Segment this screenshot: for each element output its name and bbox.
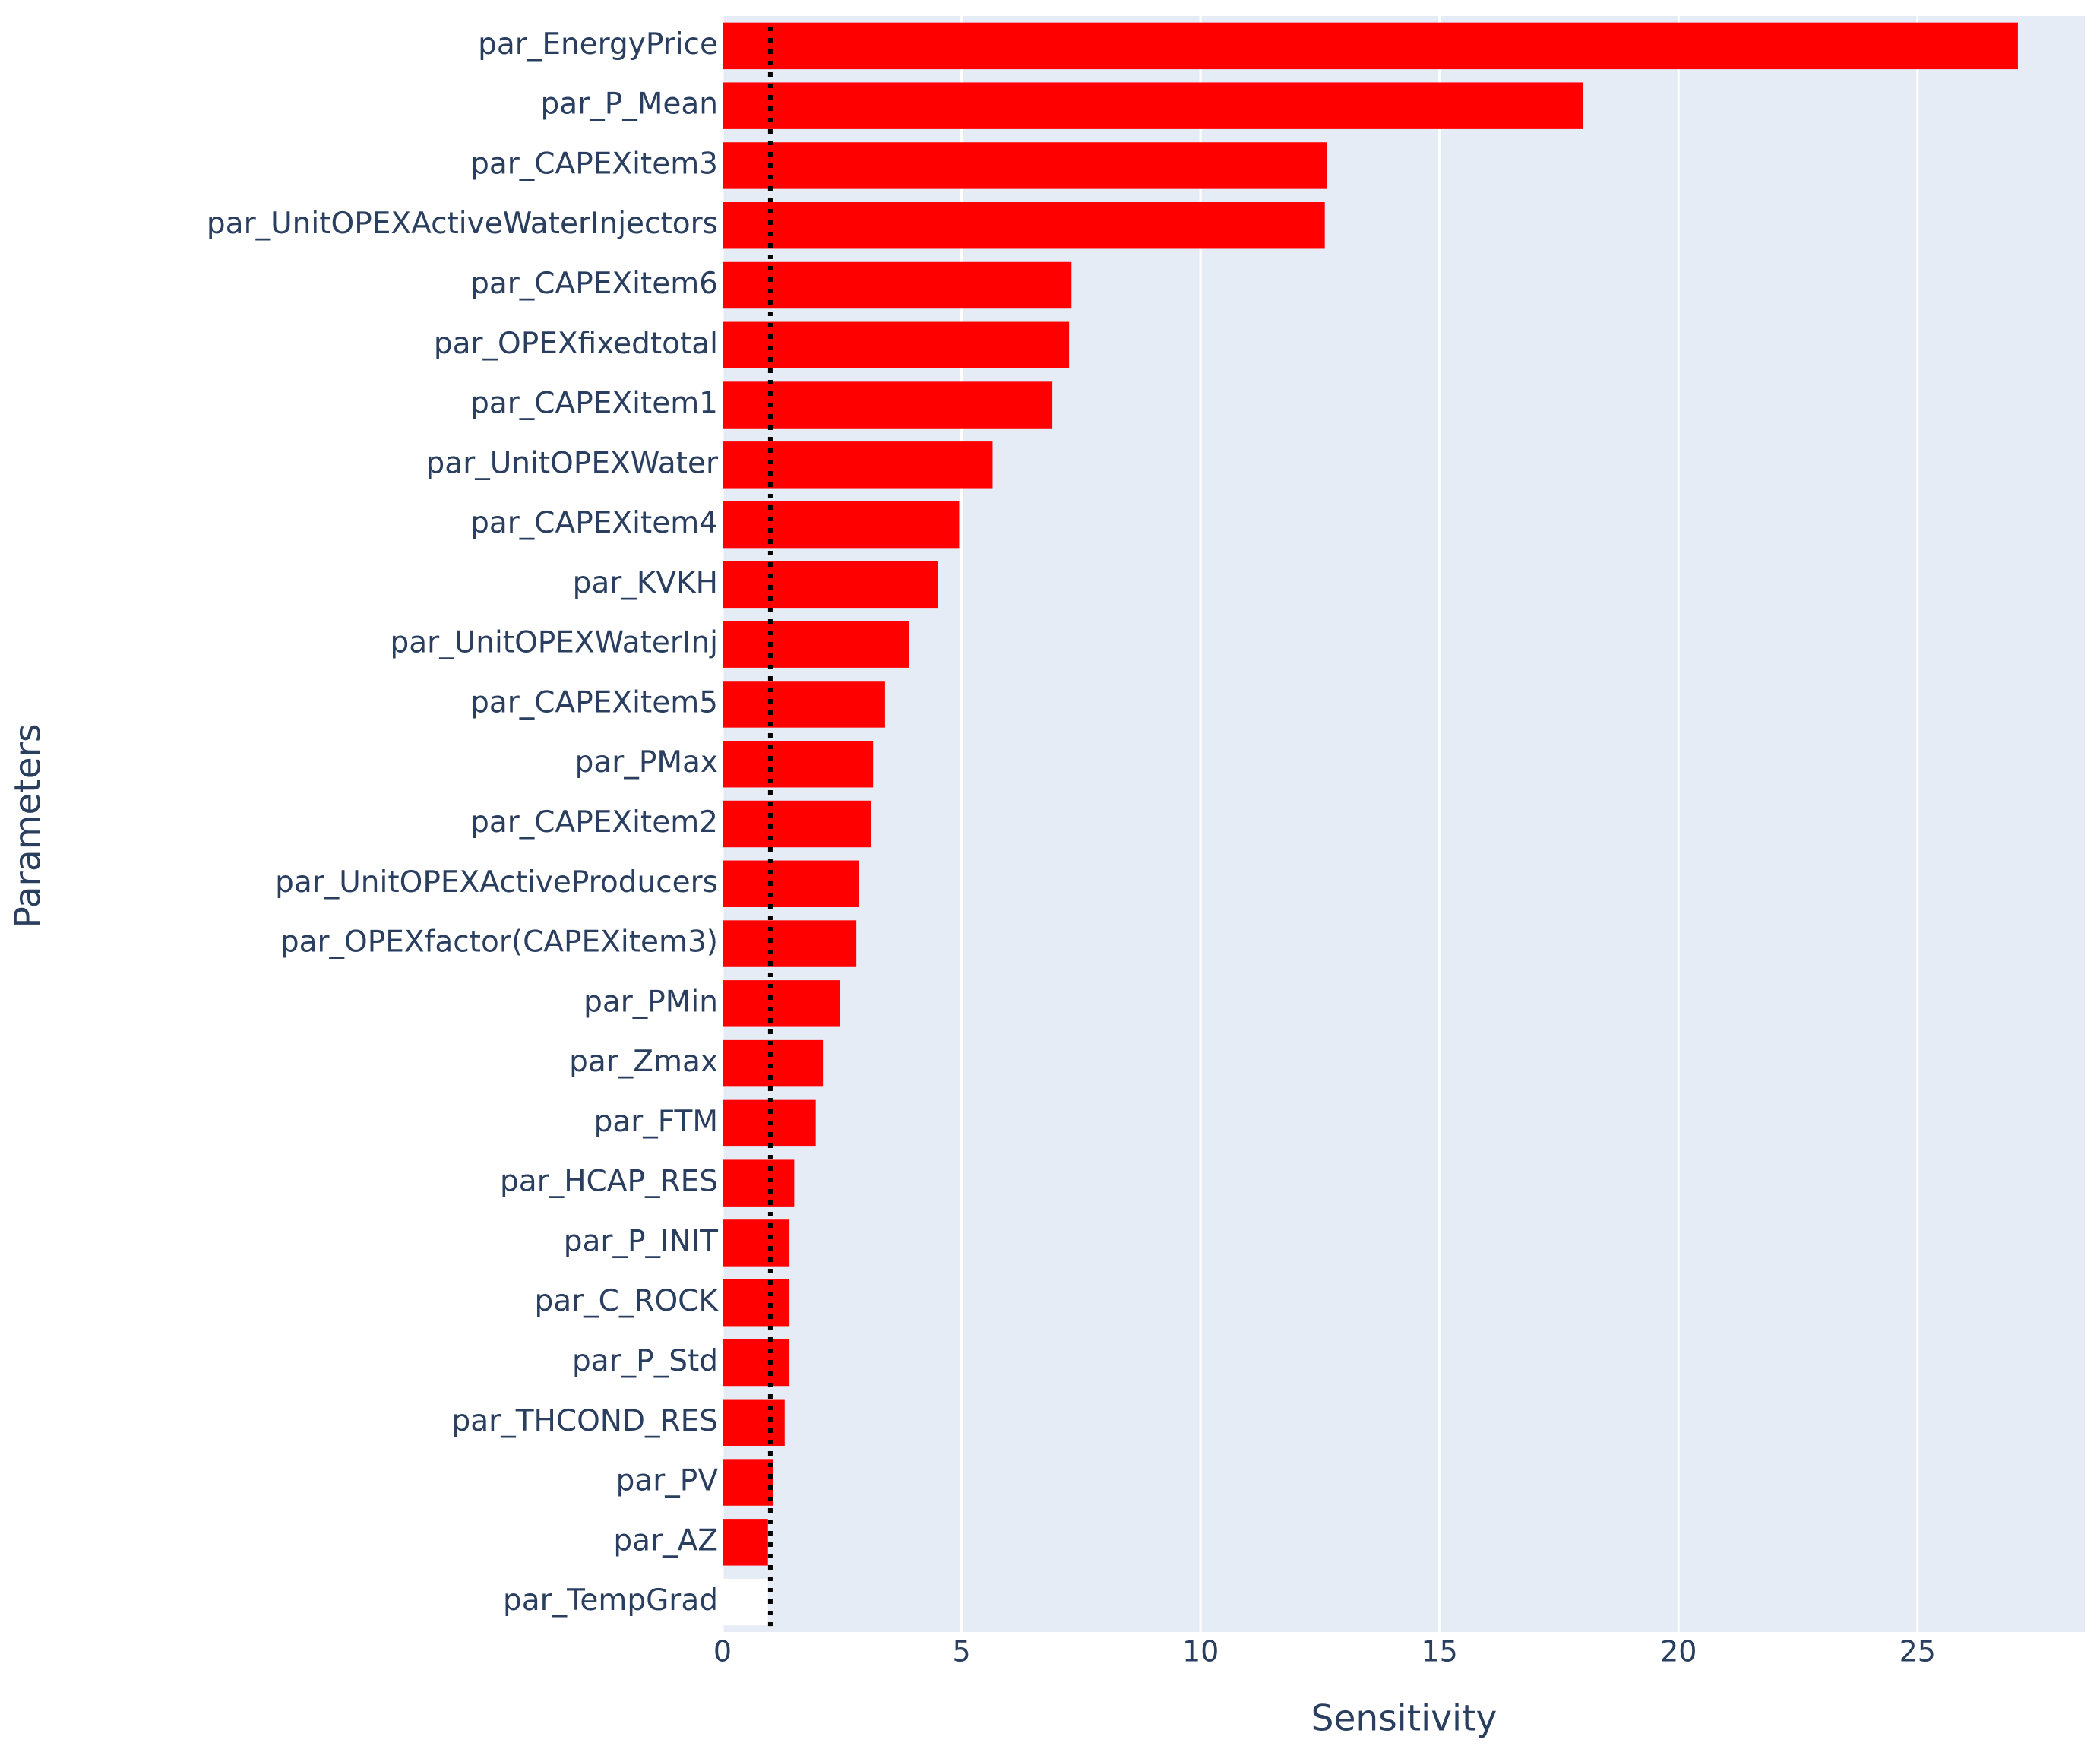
y-tick-label: par_CAPEXitem5 — [470, 685, 718, 720]
x-tick-label: 0 — [713, 1635, 732, 1668]
y-tick-label: par_PMin — [584, 985, 718, 1019]
y-tick-label: par_P_INIT — [564, 1224, 718, 1258]
y-tick-label: par_TempGrad — [503, 1583, 718, 1618]
bar — [723, 142, 1327, 189]
y-tick-label: par_UnitOPEXWater — [426, 446, 719, 480]
y-tick-label: par_UnitOPEXActiveWaterInjectors — [207, 207, 718, 241]
bar — [723, 920, 857, 967]
y-tick-label: par_PV — [616, 1464, 719, 1498]
y-tick-label: par_THCOND_RES — [452, 1404, 718, 1438]
x-axis-title: Sensitivity — [1311, 1698, 1498, 1740]
bar — [723, 1279, 790, 1327]
bar — [723, 800, 871, 848]
x-tick-label: 15 — [1422, 1635, 1458, 1668]
bar — [723, 501, 960, 549]
x-tick-label: 5 — [952, 1635, 970, 1668]
bar — [723, 261, 1072, 309]
y-tick-label: par_EnergyPrice — [478, 27, 718, 62]
bar — [723, 22, 2018, 70]
bar — [723, 441, 993, 489]
bar — [723, 1578, 768, 1626]
bar — [723, 740, 874, 788]
y-tick-label: par_CAPEXitem6 — [470, 267, 718, 301]
y-tick-label: par_OPEXfactor(CAPEXitem3) — [280, 925, 718, 960]
y-tick-label: par_P_Std — [572, 1344, 718, 1378]
bar — [723, 321, 1070, 369]
y-tick-label: par_CAPEXitem1 — [470, 387, 718, 421]
bar — [723, 980, 840, 1027]
bar — [723, 561, 938, 609]
bar — [723, 1399, 785, 1447]
bar — [723, 82, 1583, 129]
bar — [723, 381, 1053, 429]
y-tick-label: par_KVKH — [573, 566, 718, 600]
y-tick-label: par_PMax — [575, 745, 718, 780]
y-tick-label: par_CAPEXitem4 — [470, 506, 718, 540]
x-tick-label: 10 — [1182, 1635, 1219, 1668]
bar — [723, 1159, 795, 1207]
x-tick-label: 20 — [1660, 1635, 1697, 1668]
y-tick-label: par_FTM — [594, 1105, 718, 1139]
y-axis-title: Parameters — [8, 723, 49, 928]
y-tick-label: par_AZ — [613, 1523, 718, 1558]
y-tick-label: par_CAPEXitem3 — [470, 147, 718, 181]
bar — [723, 681, 885, 728]
bar — [723, 1339, 790, 1387]
y-tick-label: par_C_ROCK — [534, 1284, 719, 1318]
bar — [723, 1459, 773, 1506]
bar — [723, 1039, 824, 1087]
y-tick-label: par_CAPEXitem2 — [470, 805, 718, 840]
plot-background — [723, 16, 2085, 1632]
y-tick-label: par_Zmax — [569, 1045, 718, 1079]
y-tick-label: par_P_Mean — [541, 87, 718, 122]
y-tick-label: par_HCAP_RES — [500, 1165, 718, 1199]
bar — [723, 1219, 790, 1267]
bar — [723, 860, 859, 908]
bar — [723, 201, 1325, 249]
x-tick-label: 25 — [1899, 1635, 1936, 1668]
bar — [723, 1519, 768, 1566]
y-tick-label: par_UnitOPEXWaterInj — [391, 626, 719, 660]
y-tick-label: par_OPEXfixedtotal — [434, 327, 718, 361]
y-tick-label: par_UnitOPEXActiveProducers — [275, 865, 718, 900]
bar — [723, 621, 909, 668]
